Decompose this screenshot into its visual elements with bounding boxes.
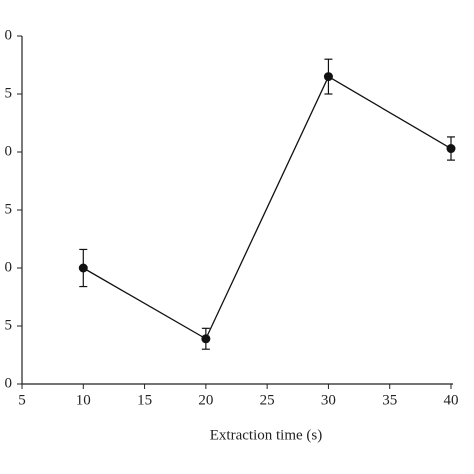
line — [82, 75, 452, 340]
x-tick-label: 30 — [321, 392, 336, 408]
point — [78, 263, 88, 273]
y-tick-label: 5 — [5, 317, 13, 333]
y-tick-label: 5 — [5, 85, 13, 101]
y-tick-label: 0 — [5, 375, 13, 391]
x-tick-label: 25 — [260, 392, 275, 408]
x-tick-label: 40 — [444, 392, 459, 408]
x-axis-label: Extraction time (s) — [210, 427, 322, 443]
x-tick-label: 5 — [18, 392, 26, 408]
point — [446, 144, 456, 154]
y-tick-label: 0 — [5, 143, 13, 159]
x-tick-label: 10 — [76, 392, 91, 408]
x-tick-label: 15 — [137, 392, 152, 408]
y-tick-label: 0 — [5, 27, 13, 43]
x-tick-label: 35 — [382, 392, 397, 408]
point — [201, 334, 211, 344]
x-tick-label: 20 — [198, 392, 213, 408]
y-tick-label: 5 — [5, 201, 13, 217]
y-tick-label: 0 — [5, 259, 13, 275]
point — [323, 72, 333, 82]
